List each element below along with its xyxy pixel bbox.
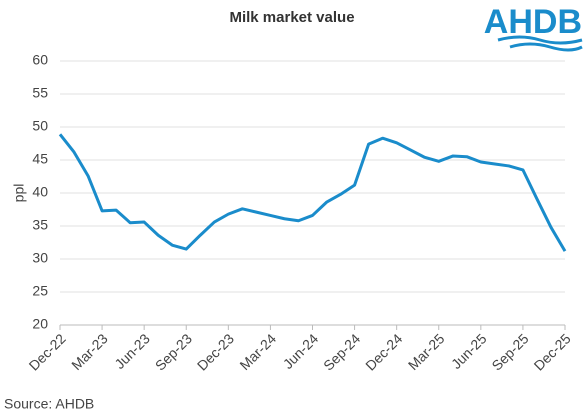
y-tick-label: 60 [32, 52, 48, 68]
x-tick-label: Mar-23 [68, 330, 111, 373]
y-tick-label: 20 [32, 316, 48, 332]
y-tick-label: 30 [32, 250, 48, 266]
y-tick-label: 25 [32, 283, 48, 299]
y-tick-label: 55 [32, 85, 48, 101]
x-tick-label: Dec-22 [26, 330, 69, 373]
y-tick-label: 50 [32, 118, 48, 134]
logo: AHDB [484, 3, 582, 41]
y-tick-label: 45 [32, 151, 48, 167]
logo-wave [509, 42, 583, 52]
chart-title: Milk market value [229, 9, 354, 26]
x-tick-label: Jun-24 [280, 330, 322, 372]
y-tick-label: 40 [32, 184, 48, 200]
x-tick-label: Dec-23 [194, 330, 237, 373]
x-tick-label: Mar-24 [236, 330, 279, 373]
line [58, 133, 567, 252]
x-tick-label: Dec-24 [362, 330, 405, 373]
x-tick-label: Sep-25 [488, 330, 531, 373]
x-tick-label: Dec-25 [531, 330, 574, 373]
y-tick-label: 35 [32, 217, 48, 233]
x-tick-label: Mar-25 [405, 330, 448, 373]
x-tick-label: Sep-24 [320, 330, 363, 373]
y-axis-label: ppl [11, 184, 27, 203]
x-tick-label: Sep-23 [152, 330, 195, 373]
logo-wave [497, 35, 583, 45]
x-tick-label: Jun-23 [111, 330, 153, 372]
source: Source: AHDB [4, 396, 94, 412]
x-tick-label: Jun-25 [448, 330, 490, 372]
